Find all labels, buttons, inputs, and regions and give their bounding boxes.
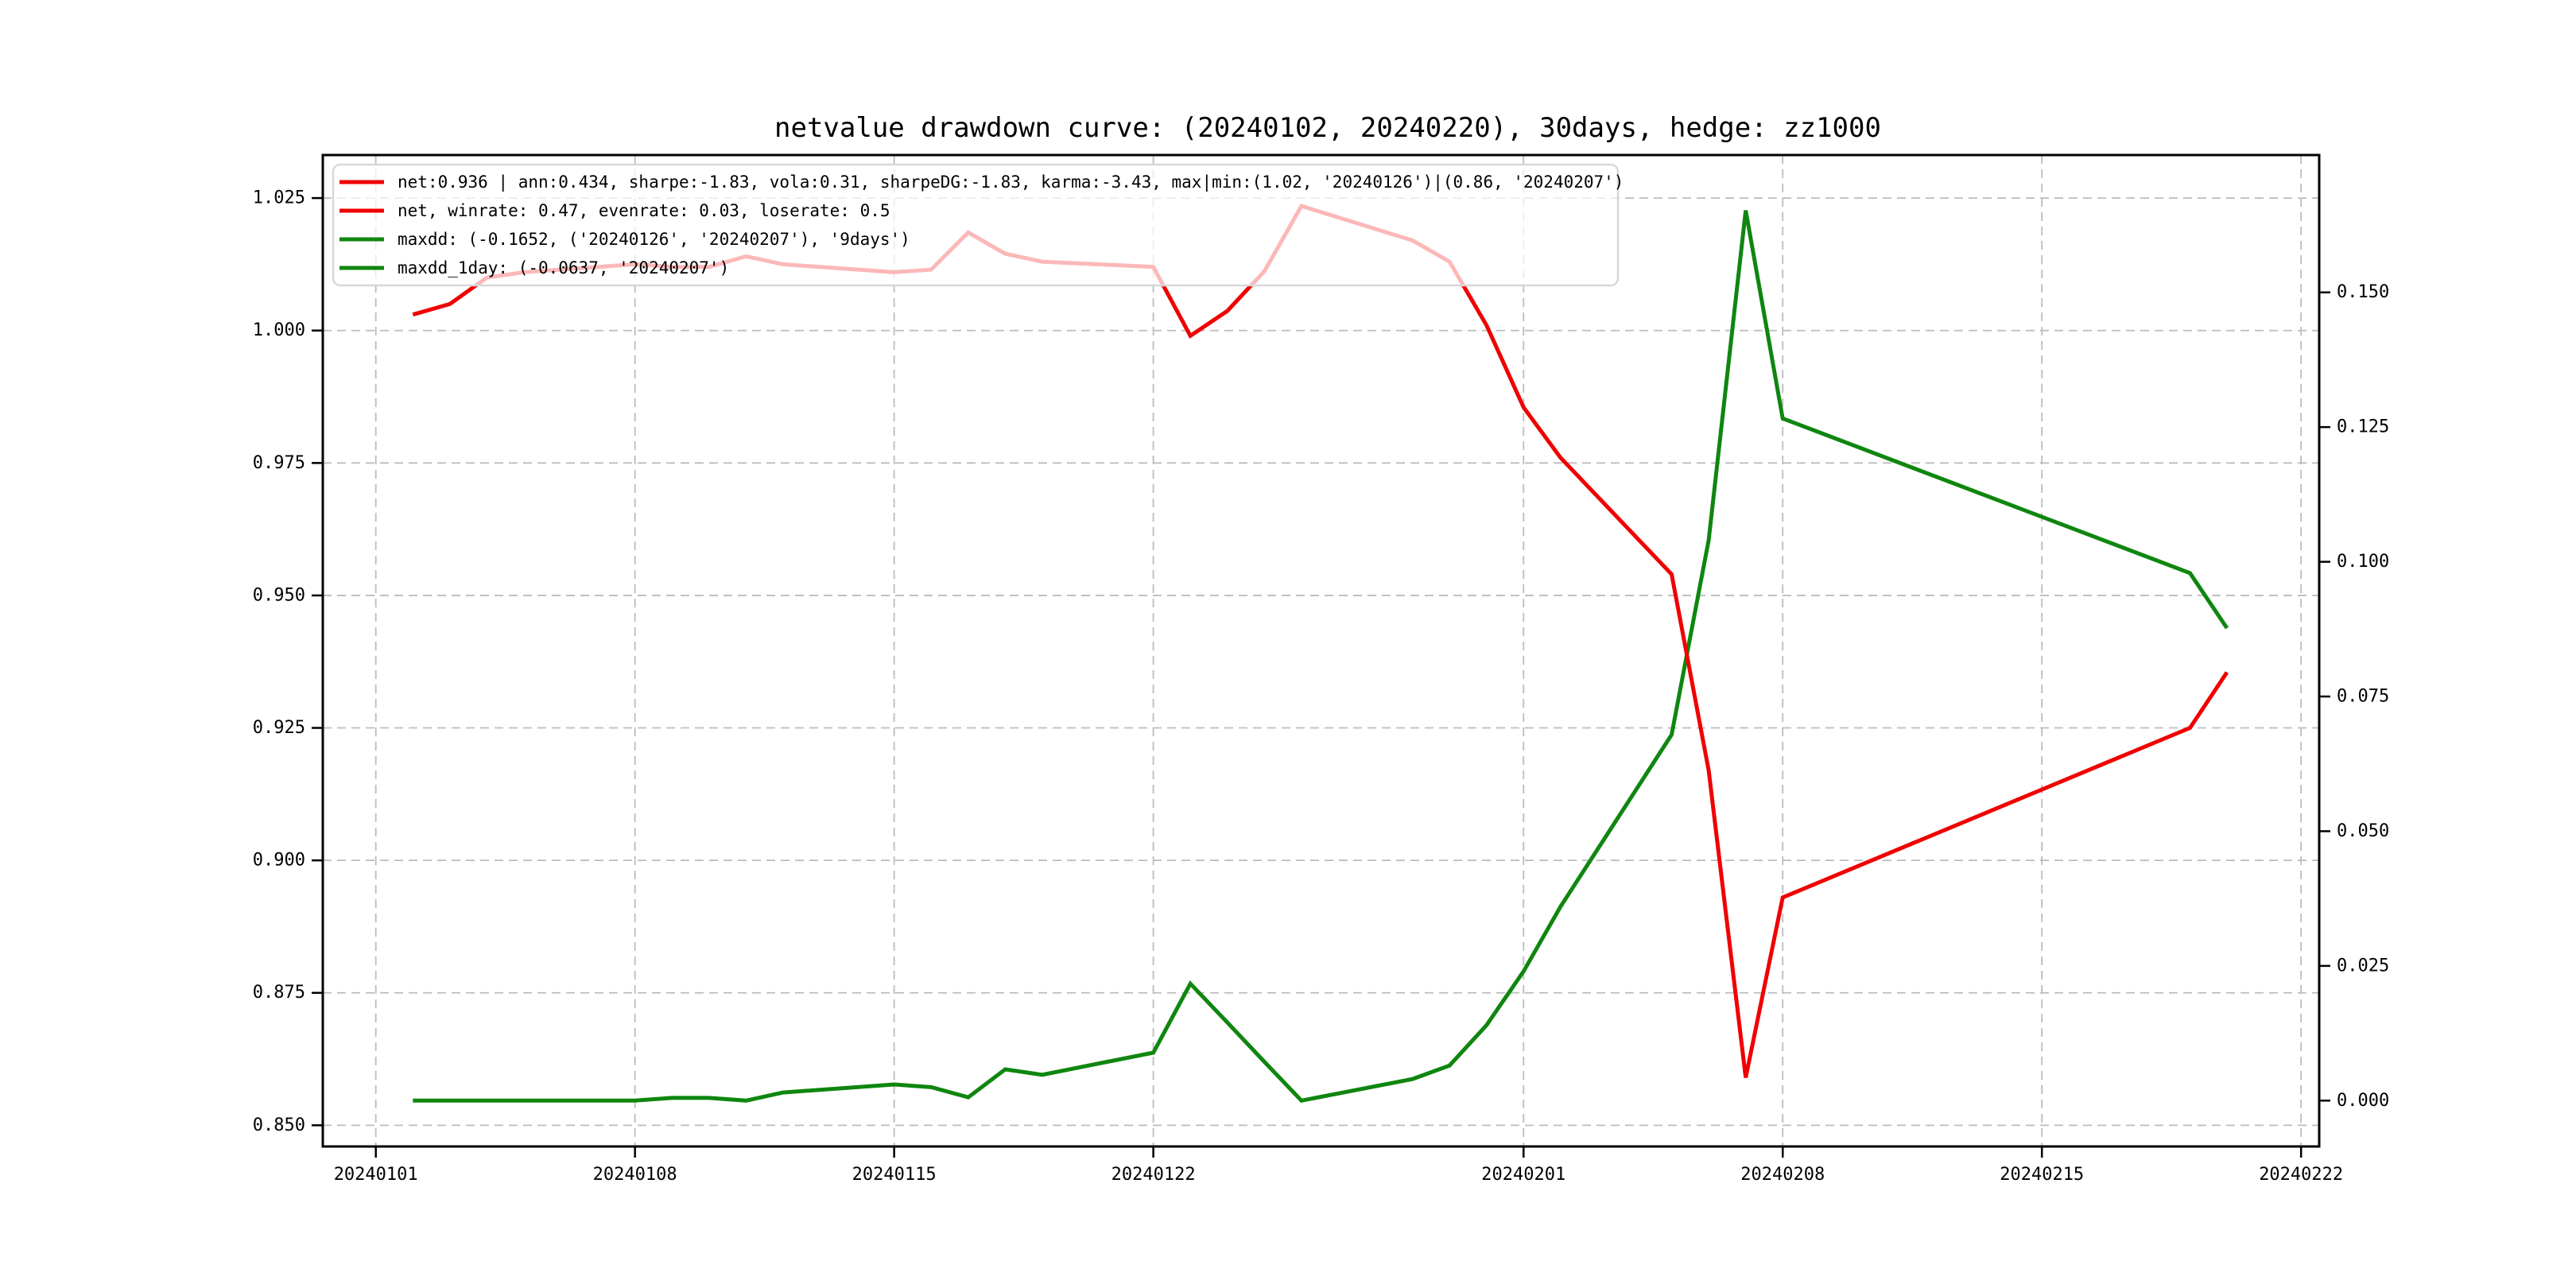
right-tick-label: 0.100 (2337, 552, 2389, 572)
legend-item-maxdd-1day: maxdd_1day: (-0.0637, '20240207') (398, 258, 729, 277)
legend-item-maxdd: maxdd: (-0.1652, ('20240126', '20240207'… (398, 230, 910, 249)
legend-item-net-rates: net, winrate: 0.47, evenrate: 0.03, lose… (398, 201, 890, 220)
x-tick-label: 20240101 (334, 1165, 418, 1185)
data-curves (412, 204, 2229, 1104)
legend-item-net-stats: net:0.936 | ann:0.434, sharpe:-1.83, vol… (398, 173, 1624, 192)
right-tick-label: 0.050 (2337, 821, 2389, 841)
x-tick-label: 20240122 (1111, 1165, 1196, 1185)
axis-ticks: 20240101 20240108 20240115 20240122 20240201… (253, 188, 2389, 1185)
chart-title: netvalue drawdown curve: (20240102, 2024… (774, 112, 1881, 144)
right-tick-label: 0.125 (2337, 417, 2389, 437)
legend-box (332, 163, 1620, 287)
right-tick-label: 0.075 (2337, 687, 2389, 707)
left-tick-label: 1.025 (253, 188, 305, 208)
x-tick-label: 20240201 (1481, 1165, 1565, 1185)
legend: net:0.936 | ann:0.434, sharpe:-1.83, vol… (332, 163, 1624, 287)
x-tick-label: 20240215 (2000, 1165, 2084, 1185)
grid-lines (323, 155, 2319, 1146)
net-curve (412, 204, 2229, 1078)
left-tick-label: 0.875 (253, 983, 305, 1003)
left-tick-label: 0.950 (253, 585, 305, 605)
right-tick-label: 0.025 (2337, 956, 2389, 976)
x-tick-label: 20240115 (852, 1165, 937, 1185)
left-tick-label: 1.000 (253, 320, 305, 340)
right-tick-label: 0.000 (2337, 1091, 2389, 1111)
left-tick-label: 0.850 (253, 1115, 305, 1135)
right-tick-label: 0.150 (2337, 282, 2389, 302)
x-tick-label: 20240108 (593, 1165, 677, 1185)
x-tick-label: 20240208 (1740, 1165, 1825, 1185)
plot-border (321, 153, 2321, 1148)
left-tick-label: 0.925 (253, 718, 305, 738)
left-tick-label: 0.900 (253, 851, 305, 871)
maxdd-curve (413, 210, 2229, 1104)
x-tick-label: 20240222 (2259, 1165, 2343, 1185)
left-tick-label: 0.975 (253, 453, 305, 473)
